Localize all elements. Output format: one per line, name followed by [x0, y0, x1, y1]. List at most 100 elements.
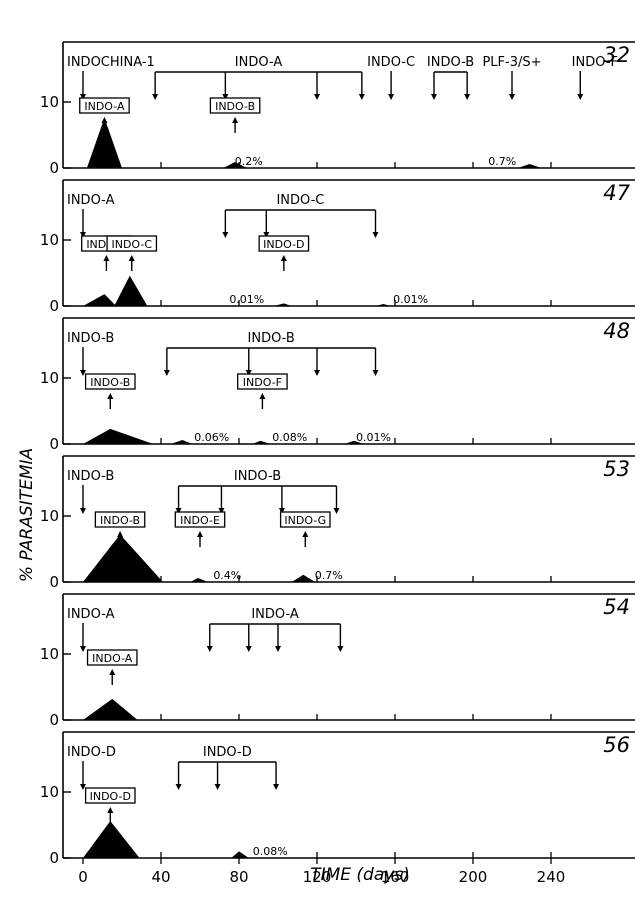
x-tick-label: 240: [537, 868, 566, 886]
parasitemia-peak: [83, 534, 163, 582]
percent-label: 0.7%: [488, 155, 516, 168]
x-axis: 0 40 80 120 160 200 240: [78, 858, 565, 886]
panel-48: 0 10 48 INDO-B INDO-B INDO-B INDO-F 0.06% 0.08% 0…: [40, 317, 635, 453]
y-axis-title: % PARASITEMIA: [17, 448, 37, 582]
percent-label: 0.7%: [315, 569, 343, 582]
y-tick-label: 0: [49, 297, 59, 315]
isolate-arrow-head: [109, 669, 116, 675]
y-tick-label: 10: [40, 783, 59, 801]
panel-56: 0 10 56 INDO-D INDO-D INDO-D 0.08%: [40, 731, 635, 867]
isolate-box: [209, 97, 261, 114]
challenge-arrow-head: [388, 94, 395, 100]
y-tick-label: 10: [40, 507, 59, 525]
isolate-box: [79, 97, 130, 114]
x-axis-title: TIME (days): [310, 865, 410, 885]
isolate-box: [94, 511, 146, 528]
animal-id: 32: [603, 43, 630, 67]
parasitemia-peak: [231, 851, 249, 858]
challenge-arrow-head: [273, 784, 280, 790]
challenge-arrow-head: [206, 646, 213, 652]
isolate-box: [279, 511, 331, 528]
challenge-arrow-head: [80, 94, 86, 100]
percent-label: 0.08%: [253, 845, 288, 858]
percent-label: 0.06%: [194, 431, 229, 444]
isolate-label: INDO-A: [92, 652, 133, 665]
isolate-box: [106, 235, 158, 252]
animal-id: 54: [603, 595, 630, 619]
parasitemia-peak: [291, 574, 316, 582]
isolate-label: INDO-E: [180, 514, 220, 527]
isolate-arrow-head: [107, 393, 114, 399]
animal-id: 47: [603, 181, 630, 205]
isolate-arrow-head: [101, 117, 108, 123]
challenge-label: INDO-B: [234, 469, 281, 484]
x-tick-label: 80: [229, 868, 248, 886]
x-tick-label: 0: [78, 868, 88, 886]
y-tick-label: 10: [40, 93, 59, 111]
challenge-label: INDO-B: [67, 469, 114, 484]
challenge-arrow-head: [314, 94, 320, 100]
isolate-label: INDO-G: [284, 514, 326, 527]
isolate-box: [174, 511, 226, 528]
isolate-arrow-head: [197, 531, 203, 537]
parasitemia-peak: [114, 275, 148, 306]
percent-label: 0.4%: [213, 569, 241, 582]
parasitemia-peak: [86, 117, 122, 168]
isolate-box: [84, 787, 136, 804]
challenge-label: PLF-3/S+: [482, 55, 541, 70]
challenge-arrow-head: [333, 508, 340, 514]
panel-54: 0 10 54 INDO-A INDO-A INDO-A: [40, 593, 635, 729]
animal-id: 53: [603, 457, 630, 481]
challenge-arrow-head: [214, 784, 221, 790]
challenge-label: INDO-D: [67, 745, 116, 760]
challenge-arrow-head: [358, 94, 365, 100]
challenge-arrow-head: [275, 646, 281, 652]
challenge-arrow-head: [372, 370, 379, 376]
challenge-arrow-head: [577, 94, 584, 100]
challenge-label: INDO-D: [203, 745, 252, 760]
isolate-box: [84, 373, 136, 390]
y-tick-label: 0: [49, 435, 59, 453]
challenge-label: INDO-A: [235, 55, 283, 70]
challenge-arrow-head: [222, 232, 229, 238]
isolate-box: [86, 649, 138, 666]
x-tick-label: 160: [381, 868, 410, 886]
isolate-box: [258, 235, 310, 252]
parasitemia-peak: [252, 440, 271, 444]
challenge-arrow-head: [509, 94, 515, 100]
challenge-arrow-head: [80, 784, 86, 790]
isolate-box: [237, 373, 288, 390]
parasitemia-peak: [223, 162, 247, 168]
parasitemia-peak: [375, 304, 392, 306]
panel-47: 01047INDO-AINDO-CINDO-AINDO-CINDO-D0.01%…: [40, 179, 635, 315]
challenge-arrow-head: [218, 508, 225, 514]
challenge-label: INDO-B: [67, 331, 114, 346]
isolate-label: INDO-D: [263, 238, 304, 251]
challenge-arrow-head: [245, 646, 252, 652]
panel-53: 0 10 53 INDO-B INDO-B INDO-B INDO-E INDO-G 0.4% 0…: [40, 455, 635, 591]
challenge-arrow-head: [80, 370, 86, 376]
animal-id: 48: [603, 319, 630, 343]
y-tick-label: 0: [49, 573, 59, 591]
y-tick-label: 0: [49, 159, 59, 177]
isolate-arrow-head: [128, 255, 135, 261]
parasitemia-peak: [83, 294, 117, 306]
percent-label: 0.01%: [229, 293, 264, 306]
x-tick-label: 40: [151, 868, 170, 886]
challenge-arrow-head: [245, 370, 252, 376]
challenge-label: INDO-C: [276, 193, 324, 208]
challenge-arrow-head: [175, 508, 182, 514]
y-tick-label: 0: [49, 849, 59, 867]
challenge-arrow-head: [431, 94, 437, 100]
isolate-label: INDO-B: [215, 100, 255, 113]
challenge-label: INDO-B: [427, 55, 474, 70]
percent-label: 0.01%: [393, 293, 428, 306]
parasitemia-peak: [190, 578, 208, 582]
panels-layer: 0 10 32 INDOCHINA-1 INDO-A INDO-C INDO-B PLF-3/…: [40, 41, 635, 867]
isolate-arrow-head: [259, 393, 266, 399]
parasitemia-peak: [344, 440, 364, 444]
challenge-arrow-head: [314, 370, 320, 376]
isolate-label: INDO-C: [111, 238, 152, 251]
isolate-label: INDO-A: [84, 100, 125, 113]
challenge-arrow-head: [337, 646, 344, 652]
